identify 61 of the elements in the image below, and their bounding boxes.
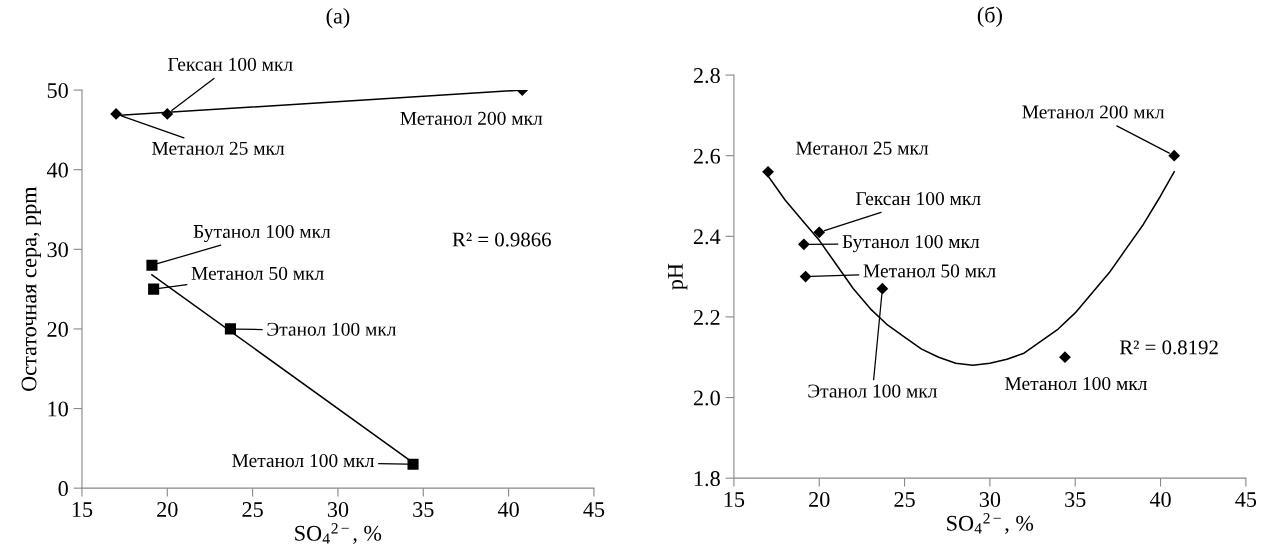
y-tick-label: 2.4: [693, 229, 721, 245]
y-tick-label: 2.6: [693, 148, 721, 164]
chart-title: (б): [977, 6, 1002, 28]
annotation: Гексан 100 мкл: [855, 192, 981, 206]
annotation: Гексан 100 мкл: [168, 57, 293, 71]
x-tick-label: 40: [497, 502, 519, 517]
annotation: Метанол 50 мкл: [191, 266, 324, 280]
point: [161, 108, 174, 120]
annotation: Бутанол 100 мкл: [193, 224, 331, 243]
point: [110, 108, 122, 120]
annotation: Метанол 100 мкл: [232, 454, 375, 468]
annotation: Этанол 100 мкл: [267, 322, 397, 336]
annotation: Бутанол 100 мкл: [842, 235, 980, 253]
point: [813, 226, 826, 239]
point: [797, 238, 810, 251]
y-tick-label: 2.8: [693, 67, 720, 84]
x-axis-title: SO$_{4}$$^{2−}$, %: [295, 523, 382, 544]
y-tick-label: 20: [47, 321, 68, 337]
y-tick-label: 10: [48, 401, 68, 417]
annotation: Метанол 200 мкл: [1022, 105, 1165, 119]
x-tick-label: 25: [242, 502, 263, 517]
annotation: Метанол 100 мкл: [1005, 376, 1147, 391]
point: [146, 259, 158, 271]
annotation: Этанол 100 мкл: [808, 384, 937, 398]
x-tick-label: 15: [724, 492, 745, 507]
chart-title: (a): [326, 7, 350, 29]
annotation: Метанол 200 мкл: [400, 111, 543, 125]
annotation: R² = 0.8192: [1119, 340, 1218, 355]
y-axis-title: pH: [668, 263, 688, 290]
x-tick-label: 20: [809, 492, 830, 507]
annotation: Метанол 25 мкл: [152, 141, 285, 155]
x-tick-label: 15: [72, 502, 93, 517]
x-tick-label: 20: [157, 502, 178, 517]
annotation: Метанол 50 мкл: [863, 264, 996, 278]
y-tick-label: 0: [58, 481, 68, 497]
x-tick-label: 35: [1065, 492, 1086, 507]
point: [224, 323, 236, 335]
y-tick-label: 30: [47, 242, 68, 258]
y-tick-label: 50: [47, 83, 68, 98]
y-axis-title: Остаточная сера, ppm: [21, 186, 41, 391]
x-tick-label: 30: [327, 502, 349, 517]
point: [1059, 351, 1071, 364]
point: [762, 165, 774, 178]
y-tick-label: 2.2: [693, 309, 720, 325]
point: [1168, 149, 1181, 162]
y-tick-label: 40: [46, 162, 68, 178]
point: [799, 270, 812, 283]
point: [407, 458, 419, 470]
x-tick-label: 45: [1235, 492, 1257, 507]
point: [148, 283, 160, 295]
annotation: R² = 0.9866: [452, 232, 551, 247]
x-tick-label: 40: [1149, 492, 1171, 507]
x-tick-label: 25: [894, 492, 915, 507]
annotation: Метанол 25 мкл: [795, 141, 929, 155]
x-axis-title: SO$_{4}$$^{2−}$, %: [947, 513, 1034, 534]
x-tick-label: 45: [583, 502, 605, 517]
y-tick-label: 2.0: [693, 390, 720, 406]
x-tick-label: 35: [413, 502, 434, 517]
x-tick-label: 30: [979, 492, 1001, 507]
point: [876, 282, 889, 295]
y-tick-label: 1.8: [694, 471, 720, 487]
